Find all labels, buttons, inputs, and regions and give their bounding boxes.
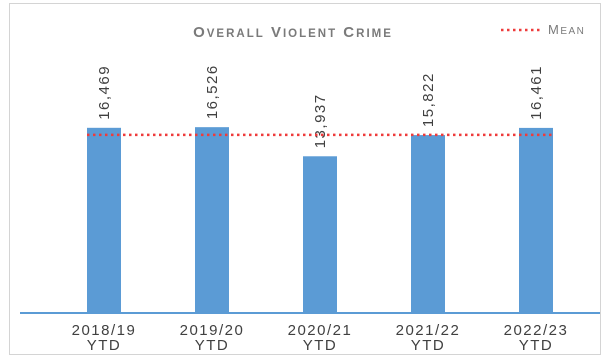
legend-mean-label: MEAN	[548, 22, 585, 37]
x-tick-label-0: 2018/19 YTD	[72, 322, 137, 354]
x-tick-label-2: 2020/21 YTD	[288, 322, 353, 354]
data-label-3: 15,822	[420, 72, 437, 127]
bar-series	[87, 127, 553, 313]
x-axis-tick-labels: 2018/19 YTD 2019/20 YTD 2020/21 YTD 2021/22 YTD…	[72, 322, 569, 354]
data-label-4: 16,461	[528, 65, 545, 120]
x-tick-label-1: 2019/20 YTD	[180, 322, 245, 354]
data-label-0: 16,469	[96, 65, 113, 120]
legend: MEAN	[501, 22, 585, 37]
bar-2	[303, 156, 337, 313]
bar-4	[519, 127, 553, 313]
data-label-1: 16,526	[204, 64, 221, 119]
bar-0	[87, 127, 121, 313]
bar-1	[195, 127, 229, 313]
x-tick-label-4: 2022/23 YTD	[504, 322, 569, 354]
bar-3	[411, 135, 445, 313]
x-tick-label-3: 2021/22 YTD	[396, 322, 461, 354]
data-labels: 16,469 16,526 13,937 15,822 16,461	[96, 64, 545, 148]
chart-title: OVERALL VIOLENT CRIME	[193, 24, 393, 41]
data-label-2: 13,937	[312, 93, 329, 148]
